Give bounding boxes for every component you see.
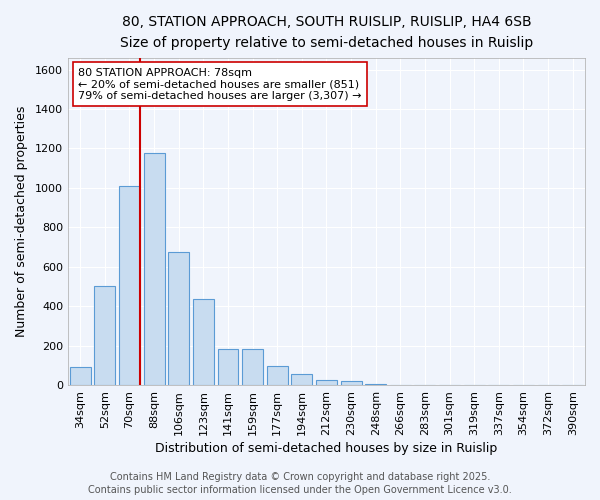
Bar bbox=[119, 186, 140, 385]
Bar bbox=[316, 380, 337, 385]
Bar bbox=[341, 381, 362, 385]
Bar bbox=[242, 348, 263, 385]
Text: Contains HM Land Registry data © Crown copyright and database right 2025.
Contai: Contains HM Land Registry data © Crown c… bbox=[88, 472, 512, 495]
Bar bbox=[143, 154, 164, 385]
Bar bbox=[365, 384, 386, 385]
Bar bbox=[70, 368, 91, 385]
Bar bbox=[218, 348, 238, 385]
X-axis label: Distribution of semi-detached houses by size in Ruislip: Distribution of semi-detached houses by … bbox=[155, 442, 497, 455]
Bar bbox=[94, 286, 115, 385]
Text: 80 STATION APPROACH: 78sqm
← 20% of semi-detached houses are smaller (851)
79% o: 80 STATION APPROACH: 78sqm ← 20% of semi… bbox=[78, 68, 362, 100]
Bar bbox=[168, 252, 189, 385]
Bar bbox=[193, 300, 214, 385]
Bar bbox=[292, 374, 313, 385]
Title: 80, STATION APPROACH, SOUTH RUISLIP, RUISLIP, HA4 6SB
Size of property relative : 80, STATION APPROACH, SOUTH RUISLIP, RUI… bbox=[120, 15, 533, 50]
Y-axis label: Number of semi-detached properties: Number of semi-detached properties bbox=[15, 106, 28, 337]
Bar bbox=[267, 366, 287, 385]
